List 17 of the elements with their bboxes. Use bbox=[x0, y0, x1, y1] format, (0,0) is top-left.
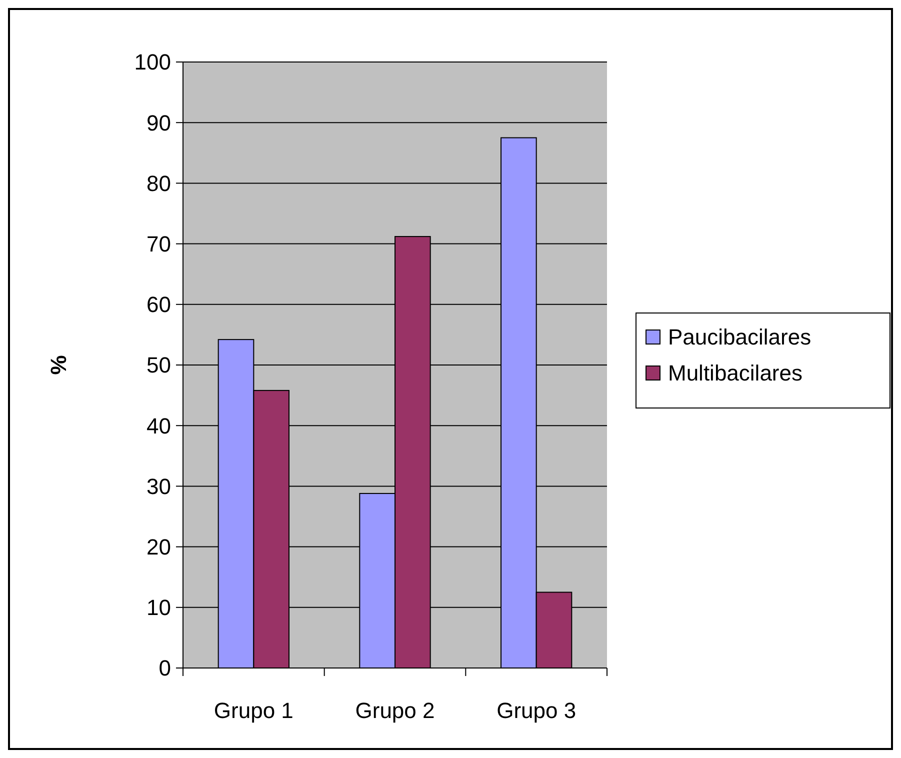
y-tick-label: 90 bbox=[146, 110, 171, 136]
x-tick-label: Grupo 3 bbox=[496, 698, 576, 723]
y-tick-label: 40 bbox=[146, 413, 171, 438]
y-axis-title: % bbox=[46, 355, 71, 375]
y-tick-label: 70 bbox=[146, 232, 171, 256]
y-tick-label: 80 bbox=[146, 170, 171, 196]
y-tick-label: 30 bbox=[146, 474, 171, 499]
y-tick-label: 100 bbox=[134, 50, 171, 75]
y-tick-label: 60 bbox=[146, 292, 171, 318]
y-tick-label: 0 bbox=[158, 656, 171, 681]
y-tick-label: 20 bbox=[146, 534, 171, 560]
y-tick-label: 50 bbox=[146, 352, 171, 378]
y-tick-label: 10 bbox=[146, 595, 171, 620]
legend-label: Paucibacilares bbox=[668, 324, 812, 350]
x-tick-label: Grupo 1 bbox=[214, 698, 294, 723]
legend-label: Multibacilares bbox=[668, 360, 802, 386]
x-tick-label: Grupo 2 bbox=[355, 698, 435, 723]
